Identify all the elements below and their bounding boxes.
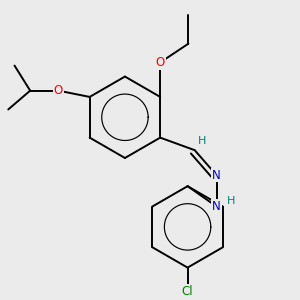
Text: Cl: Cl <box>182 285 194 298</box>
Text: O: O <box>54 84 63 97</box>
Text: H: H <box>198 136 207 146</box>
Text: N: N <box>212 169 221 182</box>
Text: N: N <box>212 200 221 213</box>
Text: O: O <box>156 56 165 69</box>
Text: H: H <box>227 196 235 206</box>
